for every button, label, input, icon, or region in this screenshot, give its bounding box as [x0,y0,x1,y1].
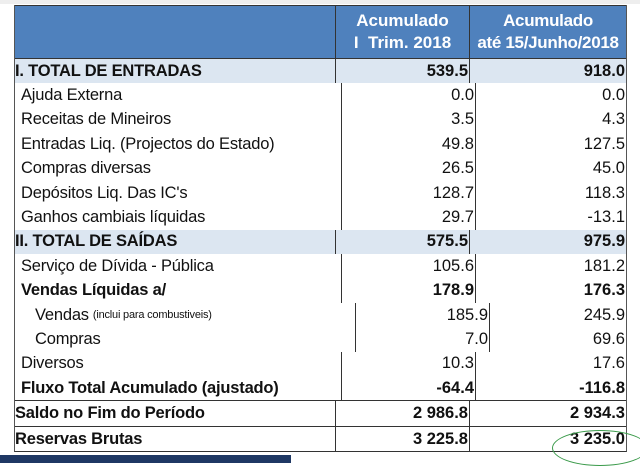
row-diversos: Diversos 10.3 17.6 [15,351,626,377]
value-q1: 178.9 [432,281,474,300]
row-label: Saldo no Fim do Período [15,401,336,426]
row-label: Ajuda Externa [15,83,342,108]
row-label: Vendas Líquidas a/ [15,278,342,303]
row-label: Serviço de Dívida - Pública [15,254,342,279]
value-q1: -64.4 [436,378,474,397]
row-label: Ganhos cambiais líquidas [15,205,342,230]
row-ajuda-externa: Ajuda Externa 0.0 0.0 [15,83,626,108]
value-jun: -116.8 [579,378,625,397]
value-q1: 26.5 [441,159,474,178]
row-depositos-liq: Depósitos Liq. Das IC's 128.7 118.3 [15,180,626,206]
value-q1: 575.5 [426,232,468,251]
value-jun: 918.0 [583,61,625,80]
header-col1-line2: I Trim. 2018 [353,33,452,52]
value-q1: 185.9 [446,305,488,324]
row-label: I. TOTAL DE ENTRADAS [15,59,336,84]
row-fluxo-total: Fluxo Total Acumulado (ajustado) -64.4 -… [15,376,626,401]
value-jun: 127.5 [583,134,625,153]
row-label: Compras diversas [15,156,342,181]
header-col-q1-2018: Acumulado I Trim. 2018 [336,6,470,58]
value-jun: 0.0 [602,86,625,105]
value-q1: 10.3 [441,354,474,373]
value-jun: 17.6 [592,354,625,373]
row-total-saidas: II. TOTAL DE SAÍDAS 575.5 975.9 [15,229,626,255]
value-q1: 0.0 [451,86,474,105]
value-q1: 49.8 [441,134,474,153]
row-ganhos-cambiais: Ganhos cambiais líquidas 29.7 -13.1 [15,205,626,230]
value-jun: 2 934.3 [569,404,625,423]
row-label: Depósitos Liq. Das IC's [15,180,342,206]
value-jun: 118.3 [584,183,625,202]
row-label: Entradas Liq. (Projectos do Estado) [15,132,342,157]
row-note: (inclui para combustiveis) [92,309,212,322]
row-vendas-liquidas: Vendas Líquidas a/ 178.9 176.3 [15,278,626,303]
row-vendas: Vendas (inclui para combustiveis) 185.9 … [15,302,626,328]
row-compras-diversas: Compras diversas 26.5 45.0 [15,156,626,181]
row-entradas-liq: Entradas Liq. (Projectos do Estado) 49.8… [15,132,626,157]
value-q1: 539.5 [426,61,468,80]
header-col2-line2: até 15/Junho/2018 [477,33,619,52]
value-jun: 4.3 [602,110,625,129]
row-reservas-brutas: Reservas Brutas 3 225.8 3 235.0 [15,425,626,452]
row-label: Vendas [35,305,89,324]
row-label: II. TOTAL DE SAÍDAS [15,229,336,255]
value-q1: 2 986.8 [412,404,468,423]
table-header: Acumulado I Trim. 2018 Acumulado até 15/… [15,5,626,59]
row-label: Fluxo Total Acumulado (ajustado) [15,376,342,401]
value-jun: 45.0 [592,159,625,178]
value-jun: 245.9 [583,305,625,324]
value-q1: 3.5 [451,110,474,129]
row-label: Receitas de Mineiros [15,107,342,133]
value-jun: 181.2 [583,256,625,275]
row-servico-divida: Serviço de Dívida - Pública 105.6 181.2 [15,254,626,279]
row-total-entradas: I. TOTAL DE ENTRADAS 539.5 918.0 [15,59,626,84]
value-jun: -13.1 [587,208,625,227]
row-saldo-fim-periodo: Saldo no Fim do Período 2 986.8 2 934.3 [15,400,626,426]
value-q1: 105.6 [432,256,474,275]
row-label: Diversos [15,351,342,377]
row-label: Compras [15,327,356,352]
top-divider [0,0,640,4]
value-jun: 176.3 [583,281,625,300]
slide-footer-bar [0,455,291,463]
row-label: Reservas Brutas [15,426,336,452]
value-jun: 69.6 [592,329,625,348]
value-q1: 29.7 [441,208,474,227]
highlight-ellipse [552,430,640,466]
value-q1: 7.0 [465,329,488,348]
header-col-jun-2018: Acumulado até 15/Junho/2018 [470,6,626,58]
value-jun: 975.9 [583,232,625,251]
header-col1-line1: Acumulado [356,11,449,30]
row-compras: Compras 7.0 69.6 [15,327,626,352]
row-receitas-mineiros: Receitas de Mineiros 3.5 4.3 [15,107,626,133]
header-col2-line1: Acumulado [503,11,593,30]
header-label-cell [15,6,336,58]
reserves-table: Acumulado I Trim. 2018 Acumulado até 15/… [14,5,627,453]
value-q1: 128.7 [432,183,474,202]
value-q1: 3 225.8 [412,429,468,448]
